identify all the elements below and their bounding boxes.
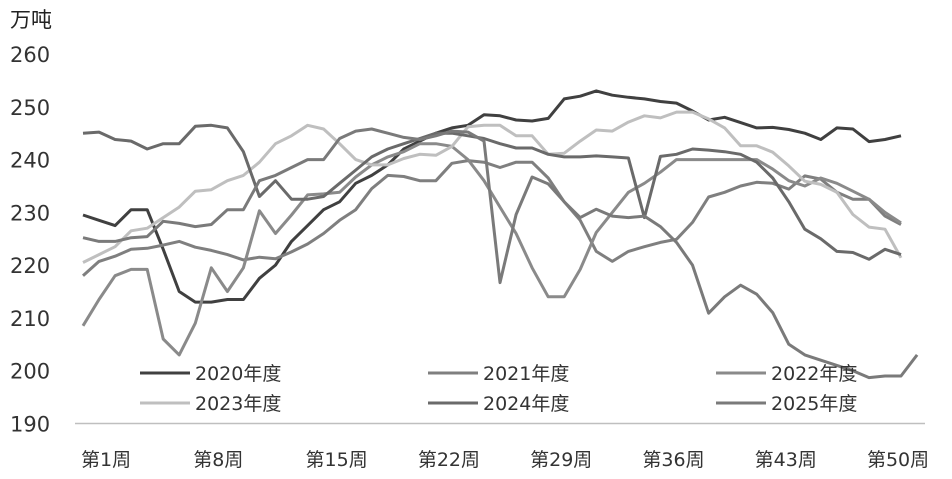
x-tick-label: 第29周	[530, 449, 592, 471]
legend-item: 2025年度	[716, 393, 857, 415]
x-tick-label: 第15周	[306, 449, 368, 471]
legend-label: 2020年度	[195, 363, 281, 385]
y-axis-ticks: 190 200 210 220 230 240 250 260	[10, 43, 50, 437]
y-tick-label: 210	[10, 307, 50, 331]
legend: 2020年度 2021年度 2022年度 2023年度 2024年度 2025年度	[140, 363, 857, 415]
x-tick-label: 第8周	[193, 449, 243, 471]
series-line-2022年度	[81, 142, 902, 357]
legend-item: 2021年度	[428, 363, 569, 385]
x-tick-label: 第43周	[755, 449, 817, 471]
x-axis-ticks: 第1周 第8周 第15周 第22周 第29周 第36周 第43周 第50周	[81, 449, 929, 471]
series-line-2025年度	[82, 127, 919, 380]
series-line-2021年度	[82, 159, 902, 277]
legend-label: 2025年度	[771, 393, 857, 415]
series-line-2024年度	[82, 123, 902, 261]
series-lines	[81, 89, 919, 380]
x-tick-label: 第50周	[867, 449, 929, 471]
y-tick-label: 220	[10, 254, 50, 278]
series-line-2020年度	[82, 89, 902, 304]
series-line-2023年度	[82, 110, 903, 264]
legend-item: 2022年度	[716, 363, 857, 385]
x-tick-label: 第1周	[81, 449, 131, 471]
y-tick-label: 230	[10, 201, 50, 225]
y-tick-label: 190	[10, 413, 50, 437]
legend-label: 2022年度	[771, 363, 857, 385]
legend-label: 2021年度	[483, 363, 569, 385]
legend-label: 2023年度	[195, 393, 281, 415]
legend-label: 2024年度	[483, 393, 569, 415]
legend-item: 2023年度	[140, 393, 281, 415]
x-tick-label: 第36周	[642, 449, 704, 471]
y-tick-label: 250	[10, 96, 50, 120]
legend-item: 2024年度	[428, 393, 569, 415]
y-tick-label: 260	[10, 43, 50, 67]
x-tick-label: 第22周	[418, 449, 480, 471]
legend-item: 2020年度	[140, 363, 281, 385]
y-tick-label: 240	[10, 149, 50, 173]
y-tick-label: 200	[10, 360, 50, 384]
y-axis-unit-label: 万吨	[10, 8, 52, 32]
